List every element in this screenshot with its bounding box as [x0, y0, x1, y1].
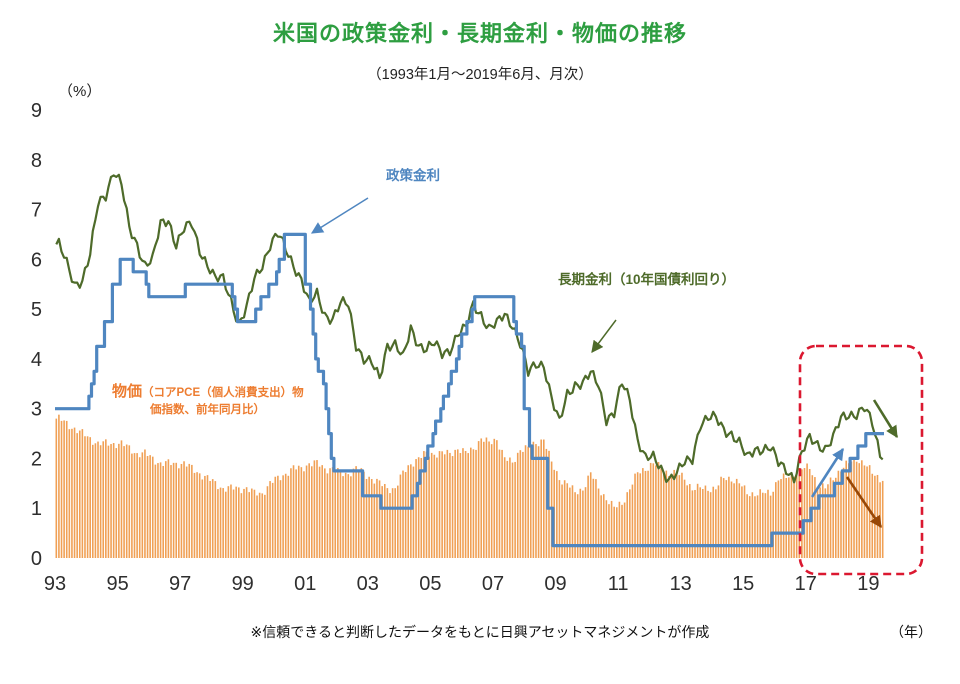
- x-axis-tick: 93: [44, 573, 66, 595]
- policy-rate-label: 政策金利: [386, 168, 440, 183]
- price-label-main: 物価: [112, 383, 143, 400]
- y-axis-ticks: 0 1 2 3 4 5 6 7 8 9: [31, 100, 42, 570]
- highlight-dashed-box: [798, 344, 924, 576]
- source-footnote: ※信頼できると判断したデータをもとに日興アセットマネジメントが作成: [250, 624, 710, 640]
- y-axis-tick: 8: [31, 150, 42, 172]
- x-axis-unit-label: （年）: [890, 624, 932, 640]
- x-axis-tick: 11: [608, 573, 629, 595]
- x-axis-tick: 09: [544, 573, 566, 595]
- x-axis-tick: 05: [419, 573, 441, 595]
- rate-rise-arrow-icon: [810, 447, 845, 498]
- x-axis-tick: 13: [670, 573, 692, 595]
- y-axis-tick: 9: [31, 100, 42, 122]
- y-axis-tick: 6: [31, 249, 42, 271]
- y-axis-tick: 5: [31, 299, 42, 321]
- y-axis-unit-label: （%）: [58, 83, 102, 100]
- policy-rate-line: [55, 232, 884, 548]
- policy-label-arrow-icon: [310, 197, 369, 234]
- chart-title: 米国の政策金利・長期金利・物価の推移: [272, 21, 687, 46]
- y-axis-tick: 1: [31, 498, 42, 520]
- price-label-rest: （コアPCE（個人消費支出）物: [142, 387, 304, 399]
- x-axis-tick: 19: [857, 573, 879, 595]
- x-axis-tick: 03: [357, 573, 379, 595]
- chart-subtitle: （1993年1月～2019年6月、月次）: [367, 67, 593, 83]
- y-axis-tick: 4: [31, 349, 42, 371]
- price-label-line2: 価指数、前年同月比）: [150, 403, 265, 416]
- x-axis-ticks: 93 95 97 99 01 03 05 07 09 11 13 15 17 19: [44, 573, 880, 595]
- x-axis-tick: 95: [106, 573, 128, 595]
- longterm-label-arrow-icon: [591, 319, 617, 353]
- x-axis-tick: 97: [169, 573, 191, 595]
- core-pce-bars: [55, 414, 884, 558]
- x-axis-tick: 01: [294, 573, 316, 595]
- y-axis-tick: 0: [31, 548, 42, 570]
- x-axis-tick: 15: [732, 573, 754, 595]
- inflation-fall-arrow-icon: [845, 476, 883, 528]
- long-term-rate-label: 長期金利（10年国債利回り）: [558, 272, 736, 287]
- y-axis-tick: 7: [31, 200, 42, 222]
- y-axis-tick: 3: [31, 399, 42, 421]
- x-axis-tick: 99: [232, 573, 254, 595]
- x-axis-tick: 07: [482, 573, 504, 595]
- yield-fall-arrow-icon: [872, 399, 899, 439]
- x-axis-tick: 17: [795, 573, 817, 595]
- price-label: 物価（コアPCE（個人消費支出）物 価指数、前年同月比）: [112, 381, 352, 418]
- y-axis-tick: 2: [31, 448, 42, 470]
- long-term-rate-line: [55, 173, 884, 484]
